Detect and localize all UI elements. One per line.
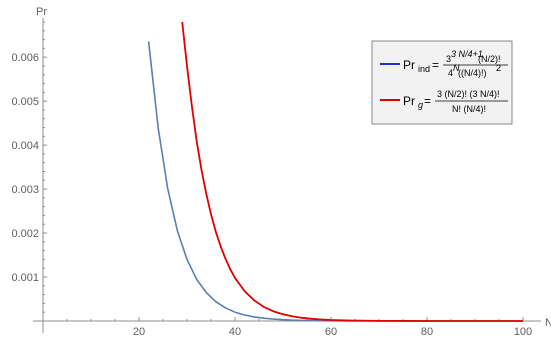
legend-ind-den-rest: ((N/4)!) [458,68,487,78]
legend: Pr ind = 3 3 N/4+1 (N/2)! 4 N ((N/4)!) 2… [371,40,513,125]
series-line-g [181,21,523,322]
legend-ind-num-exp: 3 N/4+1 [451,49,483,59]
x-tick-label: 80 [421,326,433,338]
x-tick-label: 20 [133,326,145,338]
axis-ticks: 20 40 60 80 100 0.001 0.002 0.003 0.004 0.005 0.00… [11,21,532,338]
legend-ind-num-rest: (N/2)! [478,54,501,64]
legend-g-num: 3 (N/2)! (3 N/4)! [437,89,500,99]
series-layer [147,21,523,322]
legend-label-ind-sub: ind [418,64,430,74]
legend-ind-den-exp: N [453,63,460,73]
legend-ind-num-base: 3 [446,54,451,64]
x-tick-label: 100 [514,326,532,338]
legend-ind-den-exp2: 2 [496,63,501,73]
y-tick-label: 0.002 [11,228,39,240]
legend-ind-den-base: 4 [448,68,453,78]
x-tick-label: 40 [229,326,241,338]
legend-entry-ind: Pr ind = 3 3 N/4+1 (N/2)! 4 N ((N/4)!) 2 [380,49,508,78]
y-tick-label: 0.006 [11,52,39,64]
legend-label-ind-pr: Pr [403,58,415,72]
x-tick-label: 60 [325,326,337,338]
y-tick-label: 0.004 [11,140,39,152]
x-axis-label: N [545,317,551,329]
y-tick-label: 0.005 [11,96,39,108]
y-axis-label: Pr [36,6,47,18]
y-tick-label: 0.001 [11,272,39,284]
legend-label-g-sub: g [418,100,423,110]
legend-label-g-eq: = [424,94,431,108]
y-tick-label: 0.003 [11,184,39,196]
legend-box [371,40,513,125]
legend-g-den: N! (N/4)! [452,104,486,114]
legend-label-g-pr: Pr [403,94,415,108]
legend-label-ind-eq: = [432,58,439,72]
legend-entry-g: Pr g = 3 (N/2)! (3 N/4)! N! (N/4)! [380,89,508,114]
